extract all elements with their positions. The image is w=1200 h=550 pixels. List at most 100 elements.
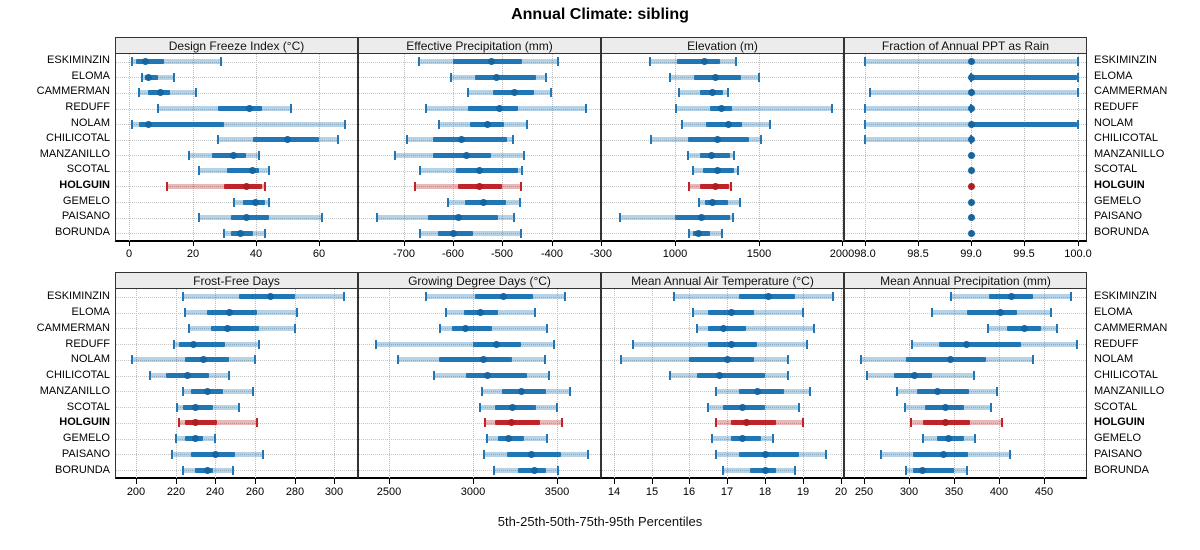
box-25-75-nolam [438, 357, 512, 363]
cap-p95-paisano [261, 449, 264, 459]
median-dot-eloma [996, 309, 1004, 317]
cap-p95-nolam [526, 119, 529, 129]
cap-p95-eloma [1076, 72, 1079, 82]
axis-tick-label-mean-annual-air-temperature-c: 14 [607, 486, 621, 498]
cap-p95-scotal [798, 402, 801, 412]
axis-tick-mean-annual-precipitation-mm [1044, 479, 1045, 484]
panel-fraction-of-annual-ppt-as-rain: Fraction of Annual PPT as Rain [844, 37, 1087, 242]
cap-p95-paisano [824, 449, 827, 459]
axis-tick-effective-precipitation-mm [552, 241, 553, 246]
cap-p95-eloma [757, 72, 760, 82]
cap-p5-borunda [722, 465, 725, 475]
box-25-75-scotal [455, 168, 519, 174]
cap-p5-paisano [880, 449, 883, 459]
median-dot-paisano [761, 450, 769, 458]
box-25-75-paisano [428, 215, 498, 221]
axis-tick-label-mean-annual-air-temperature-c: 15 [645, 486, 659, 498]
gridline-vertical [552, 54, 553, 241]
whisker-5-95-cammerman [696, 325, 815, 331]
axis-tick-label-mean-annual-air-temperature-c: 20 [834, 486, 848, 498]
median-dot-cammerman [967, 89, 975, 97]
row-label-right-manzanillo: MANZANILLO [1094, 385, 1165, 397]
axis-tick-label-design-freeze-index-c: 60 [312, 248, 326, 260]
median-dot-gemelo [191, 435, 199, 443]
median-dot-manzanillo [708, 151, 716, 159]
gridline-vertical [1044, 289, 1045, 478]
box-25-75-chilicotal [696, 373, 766, 379]
axis-tick-mean-annual-air-temperature-c [652, 479, 653, 484]
median-dot-eloma [477, 309, 485, 317]
box-25-75-nolam [905, 357, 986, 363]
cap-p5-manzanillo [188, 150, 191, 160]
box-25-75-reduff [467, 106, 519, 112]
cap-p95-chilicotal [337, 135, 340, 145]
box-25-75-eloma [475, 74, 536, 80]
axis-tick-label-frost-free-days: 200 [126, 486, 146, 498]
cap-p5-manzanillo [896, 386, 899, 396]
median-dot-paisano [527, 450, 535, 458]
row-label-right-chilicotal: CHILICOTAL [1094, 132, 1158, 144]
gridline-horizontal [359, 454, 600, 455]
axis-tick-label-mean-annual-air-temperature-c: 17 [720, 486, 734, 498]
axis-tick-design-freeze-index-c [256, 241, 257, 246]
axis-tick-growing-degree-days-c [389, 479, 390, 484]
cap-p5-scotal [707, 402, 710, 412]
axis-tick-label-mean-annual-precipitation-mm: 350 [944, 486, 964, 498]
cap-p5-gemelo [697, 197, 700, 207]
x-axis-caption: 5th-25th-50th-75th-95th Percentiles [497, 514, 703, 529]
row-label-right-eskiminzin: ESKIMINZIN [1094, 290, 1157, 302]
median-dot-cammerman [719, 324, 727, 332]
panel-header-frost-free-days: Frost-Free Days [116, 273, 357, 289]
gridline-vertical [295, 289, 296, 478]
axis-tick-fraction-of-annual-ppt-as-rain [1078, 241, 1079, 246]
whisker-5-95-eloma [141, 74, 174, 80]
cap-p5-eskiminzin [949, 292, 952, 302]
box-25-75-manzanillo [738, 388, 784, 394]
row-label-left-gemelo: GEMELO [62, 195, 110, 207]
gridline-vertical [334, 289, 335, 478]
axis-tick-label-mean-annual-precipitation-mm: 300 [899, 486, 919, 498]
gridline-horizontal [116, 454, 357, 455]
gridline-horizontal [359, 391, 600, 392]
whisker-5-95-holguin [167, 183, 266, 189]
median-dot-scotal [714, 167, 722, 175]
axis-tick-mean-annual-air-temperature-c [727, 479, 728, 484]
panel-plot-effective-precipitation-mm [359, 54, 600, 241]
box-25-75-chilicotal [465, 373, 527, 379]
cap-p5-scotal [691, 166, 694, 176]
gridline-horizontal [845, 155, 1086, 156]
cap-p95-borunda [720, 228, 723, 238]
cap-p5-eloma [930, 308, 933, 318]
axis-tick-label-mean-annual-air-temperature-c: 16 [682, 486, 696, 498]
gridline-vertical [215, 289, 216, 478]
gridline-vertical [389, 289, 390, 478]
median-dot-scotal [249, 167, 257, 175]
panel-effective-precipitation-mm: Effective Precipitation (mm) [358, 37, 601, 242]
cap-p5-nolam [130, 355, 133, 365]
cap-p5-eskiminzin [417, 57, 420, 67]
cap-p95-chilicotal [228, 371, 231, 381]
gridline-vertical [176, 289, 177, 478]
cap-p95-cammerman [194, 88, 197, 98]
gridline-horizontal [602, 391, 843, 392]
median-dot-reduff [717, 105, 725, 113]
cap-p5-reduff [156, 104, 159, 114]
cap-p95-nolam [1032, 355, 1035, 365]
gridline-horizontal [845, 328, 1086, 329]
median-dot-gemelo [504, 435, 512, 443]
cap-p95-holguin [560, 418, 563, 428]
cap-p95-holguin [729, 181, 732, 191]
gridline-vertical [954, 289, 955, 478]
median-dot-cammerman [223, 324, 231, 332]
row-label-left-eskiminzin: ESKIMINZIN [47, 290, 110, 302]
axis-tick-frost-free-days [334, 479, 335, 484]
axis-tick-effective-precipitation-mm [601, 241, 602, 246]
cap-p95-cammerman [546, 323, 549, 333]
row-label-right-cammerman: CAMMERMAN [1094, 85, 1168, 97]
cap-p5-holguin [909, 418, 912, 428]
axis-tick-mean-annual-precipitation-mm [864, 479, 865, 484]
median-dot-scotal [191, 403, 199, 411]
median-dot-paisano [242, 214, 250, 222]
median-dot-holguin [508, 419, 516, 427]
row-label-left-borunda: BORUNDA [54, 464, 110, 476]
